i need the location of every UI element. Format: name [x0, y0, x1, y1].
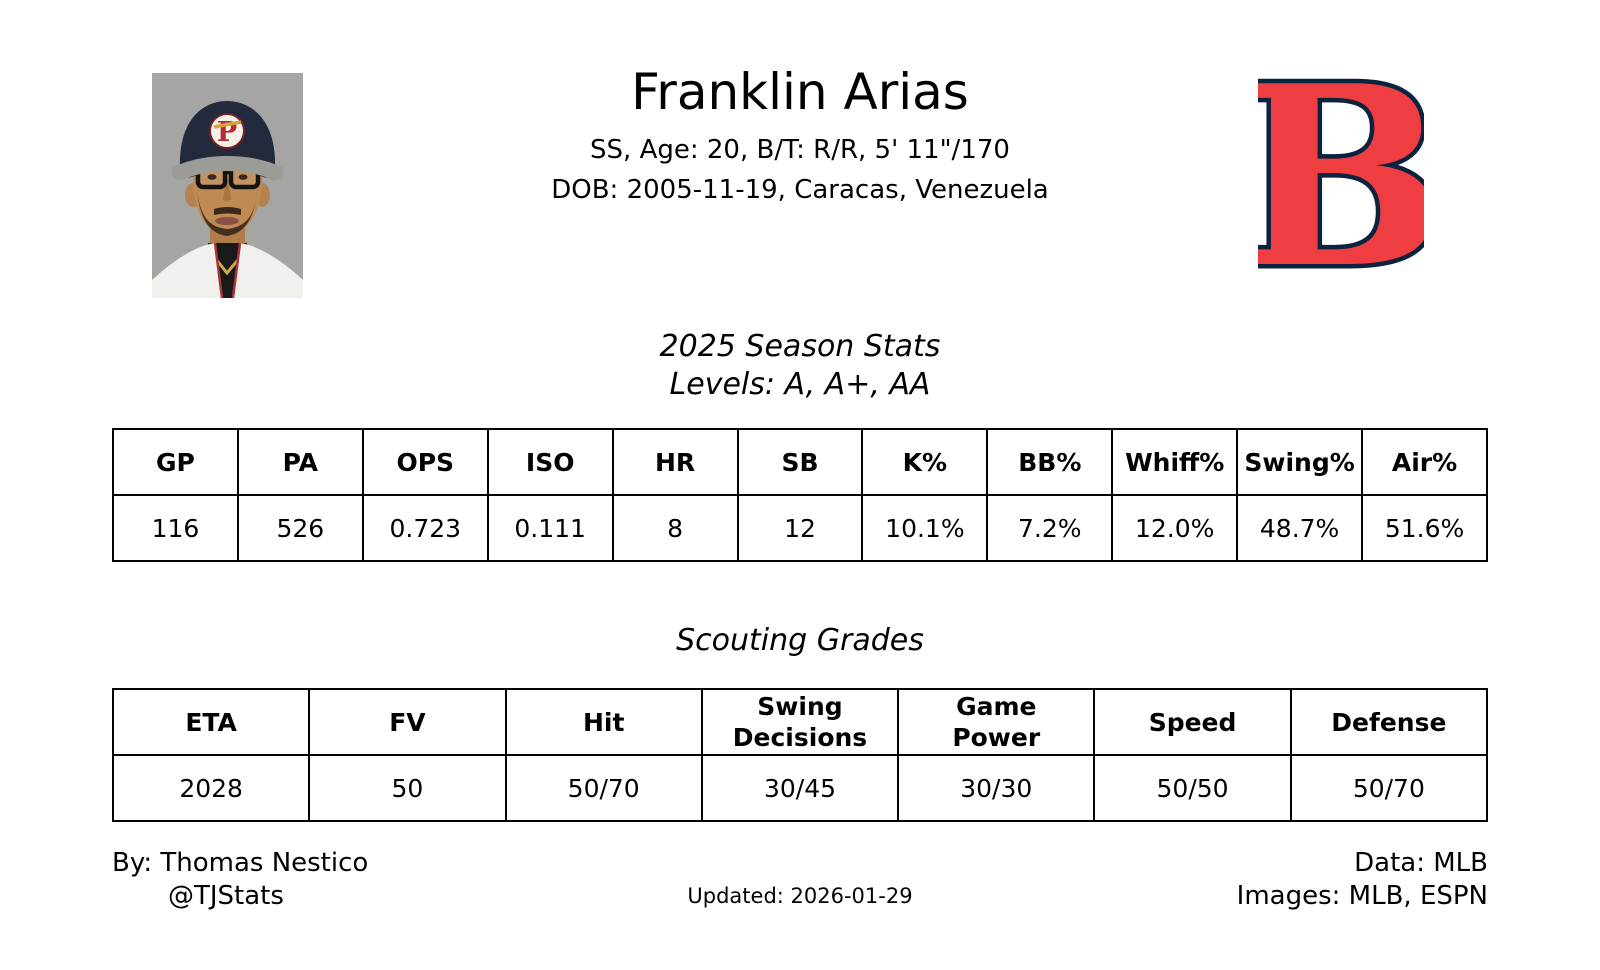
- stat-value-k-pct: 10.1%: [861, 494, 989, 562]
- season-stats-title-line: 2025 Season Stats: [659, 329, 941, 364]
- stat-header-sb: SB: [736, 428, 864, 496]
- author-credit: By: Thomas Nestico @TJStats: [112, 847, 368, 913]
- team-logo-letter: B: [1258, 68, 1424, 286]
- season-stats-subtitle-line: Levels: A, A+, AA: [669, 367, 931, 402]
- grade-header-defense: Defense: [1289, 688, 1489, 756]
- grade-header-hit: Hit: [504, 688, 703, 756]
- stat-header-gp: GP: [112, 428, 239, 496]
- player-bio-line1: SS, Age: 20, B/T: R/R, 5' 11"/170: [590, 135, 1010, 165]
- stat-header-whiff-pct: Whiff%: [1111, 428, 1239, 496]
- stat-header-hr: HR: [611, 428, 739, 496]
- stat-value-whiff-pct: 12.0%: [1111, 494, 1239, 562]
- data-source-credit: Data: MLB: [1354, 848, 1488, 878]
- season-stats-value-row: 116 526 0.723 0.111 8 12 10.1% 7.2% 12.0…: [112, 494, 1488, 562]
- grade-header-eta: ETA: [111, 688, 311, 756]
- player-photo: P: [152, 73, 303, 298]
- player-name: Franklin Arias: [631, 63, 969, 121]
- stat-header-bb-pct: BB%: [986, 428, 1114, 496]
- stat-header-swing-pct: Swing%: [1236, 428, 1364, 496]
- red-sox-b-icon: B: [1258, 68, 1424, 286]
- player-headshot-illustration: P: [152, 73, 303, 298]
- author-byline: By: Thomas Nestico: [112, 848, 369, 878]
- scouting-grades-header-row: ETA FV Hit Swing Decisions Game Power Sp…: [111, 688, 1489, 756]
- stat-value-gp: 116: [112, 494, 239, 562]
- season-stats-title: 2025 Season Stats Levels: A, A+, AA: [0, 328, 1600, 404]
- grade-header-game-power: Game Power: [897, 688, 1096, 756]
- scouting-grades-table: ETA FV Hit Swing Decisions Game Power Sp…: [111, 688, 1489, 822]
- stat-value-swing-pct: 48.7%: [1236, 494, 1364, 562]
- stat-header-ops: OPS: [361, 428, 489, 496]
- updated-date: Updated: 2026-01-29: [687, 884, 913, 908]
- title-block: Franklin Arias SS, Age: 20, B/T: R/R, 5'…: [0, 62, 1600, 210]
- grade-value-defense: 50/70: [1289, 754, 1489, 822]
- stat-value-iso: 0.111: [486, 494, 614, 562]
- stat-header-iso: ISO: [486, 428, 614, 496]
- author-handle: @TJStats: [168, 881, 284, 911]
- stat-header-pa: PA: [236, 428, 364, 496]
- stat-value-ops: 0.723: [361, 494, 489, 562]
- grade-value-fv: 50: [308, 754, 507, 822]
- season-stats-table: GP PA OPS ISO HR SB K% BB% Whiff% Swing%…: [112, 428, 1488, 562]
- image-source-credit: Images: MLB, ESPN: [1236, 881, 1488, 911]
- stat-header-k-pct: K%: [861, 428, 989, 496]
- stat-value-hr: 8: [611, 494, 739, 562]
- grade-header-fv: FV: [308, 688, 507, 756]
- stat-value-air-pct: 51.6%: [1361, 494, 1488, 562]
- team-logo-red-sox: B: [1258, 68, 1424, 286]
- stat-value-pa: 526: [236, 494, 364, 562]
- stat-value-sb: 12: [736, 494, 864, 562]
- season-stats-header-row: GP PA OPS ISO HR SB K% BB% Whiff% Swing%…: [112, 428, 1488, 496]
- stat-value-bb-pct: 7.2%: [986, 494, 1114, 562]
- grade-header-speed: Speed: [1093, 688, 1292, 756]
- stat-header-air-pct: Air%: [1361, 428, 1488, 496]
- scouting-grades-value-row: 2028 50 50/70 30/45 30/30 50/50 50/70: [111, 754, 1489, 822]
- data-credits: Data: MLB Images: MLB, ESPN: [1237, 847, 1488, 913]
- grade-value-swing-decisions: 30/45: [700, 754, 900, 822]
- grade-header-swing-decisions: Swing Decisions: [700, 688, 900, 756]
- grade-value-hit: 50/70: [504, 754, 703, 822]
- grade-value-game-power: 30/30: [897, 754, 1096, 822]
- player-bio-line2: DOB: 2005-11-19, Caracas, Venezuela: [551, 175, 1049, 205]
- grade-value-speed: 50/50: [1093, 754, 1292, 822]
- scouting-grades-title: Scouting Grades: [676, 623, 924, 658]
- grade-value-eta: 2028: [111, 754, 311, 822]
